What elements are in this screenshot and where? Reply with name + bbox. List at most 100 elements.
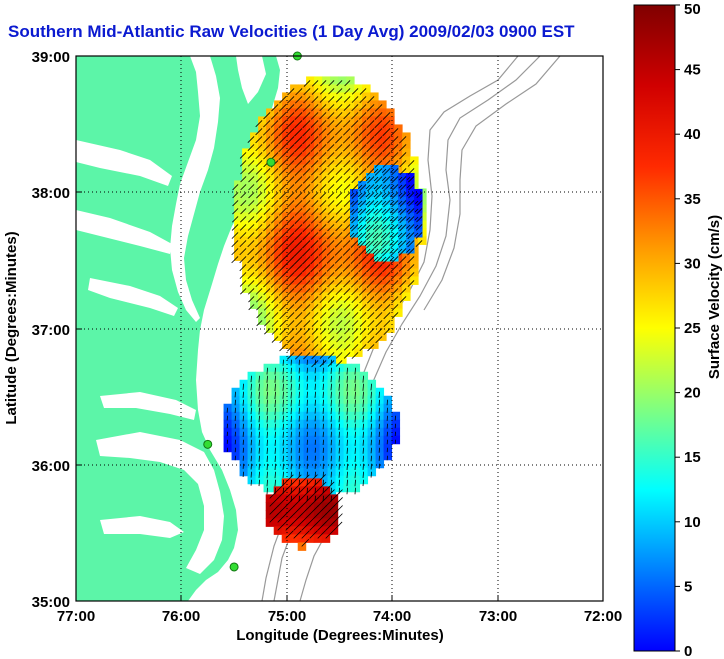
- velocity-vector: [406, 240, 411, 245]
- velocity-vector: [294, 160, 303, 169]
- colorbar-ticks: 0 5 10 15 20 25 30 35 40 45 50: [675, 1, 701, 659]
- velocity-vector: [248, 200, 255, 207]
- velocity-vector: [255, 280, 263, 288]
- velocity-vector: [231, 224, 239, 231]
- velocity-vector: [382, 128, 391, 137]
- velocity-vector: [263, 208, 271, 215]
- velocity-vector: [335, 200, 343, 207]
- velocity-vector: [317, 481, 327, 491]
- velocity-vector: [282, 367, 284, 375]
- velocity-vector: [354, 447, 356, 454]
- velocity-vector: [270, 264, 279, 273]
- velocity-vector: [303, 184, 311, 192]
- velocity-vector: [378, 399, 380, 406]
- velocity-vector: [325, 513, 335, 523]
- velocity-vector: [302, 208, 311, 216]
- velocity-vector: [397, 248, 403, 254]
- velocity-vector: [358, 264, 367, 273]
- velocity-vector: [362, 439, 364, 446]
- velocity-vector: [302, 216, 311, 224]
- velocity-vector: [270, 136, 279, 144]
- velocity-vector: [366, 160, 375, 168]
- velocity-vector: [373, 224, 379, 231]
- velocity-vector: [250, 431, 252, 438]
- velocity-vector: [343, 288, 351, 296]
- velocity-vector: [373, 184, 379, 190]
- velocity-vector: [293, 474, 302, 483]
- velocity-vector: [279, 192, 287, 200]
- velocity-vector: [277, 513, 287, 523]
- velocity-vector: [343, 96, 351, 103]
- velocity-vector: [298, 367, 300, 374]
- velocity-vector: [407, 224, 415, 231]
- velocity-vector: [250, 407, 252, 415]
- velocity-vector: [278, 264, 287, 273]
- velocity-vector: [362, 447, 364, 454]
- velocity-cell: [274, 116, 283, 125]
- velocity-vector: [351, 336, 359, 343]
- velocity-vector: [263, 280, 271, 288]
- velocity-vector: [346, 383, 348, 391]
- velocity-vector: [328, 312, 335, 319]
- velocity-vector: [358, 112, 367, 120]
- velocity-vector: [274, 391, 276, 400]
- velocity-vector: [362, 479, 364, 487]
- velocity-vector: [367, 328, 375, 336]
- velocity-vector: [255, 128, 263, 136]
- velocity-cell: [298, 84, 307, 93]
- velocity-vector: [367, 200, 375, 208]
- colorbar-tick-label: 5: [684, 578, 692, 595]
- velocity-vector: [274, 367, 276, 375]
- velocity-vector: [319, 104, 327, 112]
- velocity-vector: [358, 184, 363, 189]
- velocity-vector: [328, 320, 335, 327]
- velocity-vector: [263, 288, 271, 296]
- velocity-vector: [389, 248, 395, 254]
- velocity-vector: [382, 168, 391, 176]
- velocity-vector: [374, 224, 383, 233]
- velocity-vector: [285, 248, 295, 257]
- velocity-vector: [390, 136, 399, 144]
- velocity-vector: [248, 192, 255, 199]
- velocity-vector: [373, 176, 379, 182]
- velocity-vector: [346, 391, 348, 400]
- velocity-vector: [290, 367, 292, 374]
- velocity-cell: [338, 76, 347, 85]
- velocity-vector: [274, 455, 276, 462]
- velocity-vector: [333, 513, 343, 523]
- velocity-vector: [270, 128, 279, 136]
- velocity-vector: [398, 248, 407, 256]
- velocity-vector: [295, 328, 303, 336]
- velocity-vector: [310, 240, 319, 249]
- velocity-vector: [319, 352, 327, 359]
- velocity-vector: [338, 423, 340, 431]
- velocity-vector: [310, 264, 319, 273]
- velocity-vector: [351, 344, 359, 351]
- velocity-vector: [277, 481, 287, 491]
- velocity-vector: [390, 152, 399, 160]
- colorbar-tick-label: 30: [684, 255, 701, 272]
- velocity-cell: [306, 108, 315, 117]
- velocity-vector: [391, 168, 399, 176]
- velocity-vector: [327, 296, 335, 303]
- velocity-vector: [346, 367, 348, 375]
- velocity-cell: [290, 108, 299, 117]
- velocity-vector: [310, 232, 319, 240]
- velocity-vector: [270, 232, 279, 240]
- velocity-vector: [274, 399, 276, 407]
- velocity-vector: [278, 272, 287, 281]
- velocity-vector: [338, 391, 340, 399]
- velocity-vector: [375, 304, 383, 312]
- velocity-cell: [362, 108, 371, 117]
- velocity-vector: [370, 471, 372, 478]
- velocity-vector: [398, 240, 407, 248]
- colorbar-label: Surface Velocity (cm/s): [706, 215, 723, 379]
- velocity-cell: [354, 108, 363, 117]
- velocity-vector: [343, 216, 351, 224]
- velocity-vector: [406, 184, 411, 189]
- velocity-vector: [263, 176, 271, 183]
- velocity-vector: [286, 120, 295, 129]
- velocity-vector: [389, 200, 395, 206]
- velocity-vector: [247, 288, 255, 295]
- velocity-vector: [330, 407, 332, 415]
